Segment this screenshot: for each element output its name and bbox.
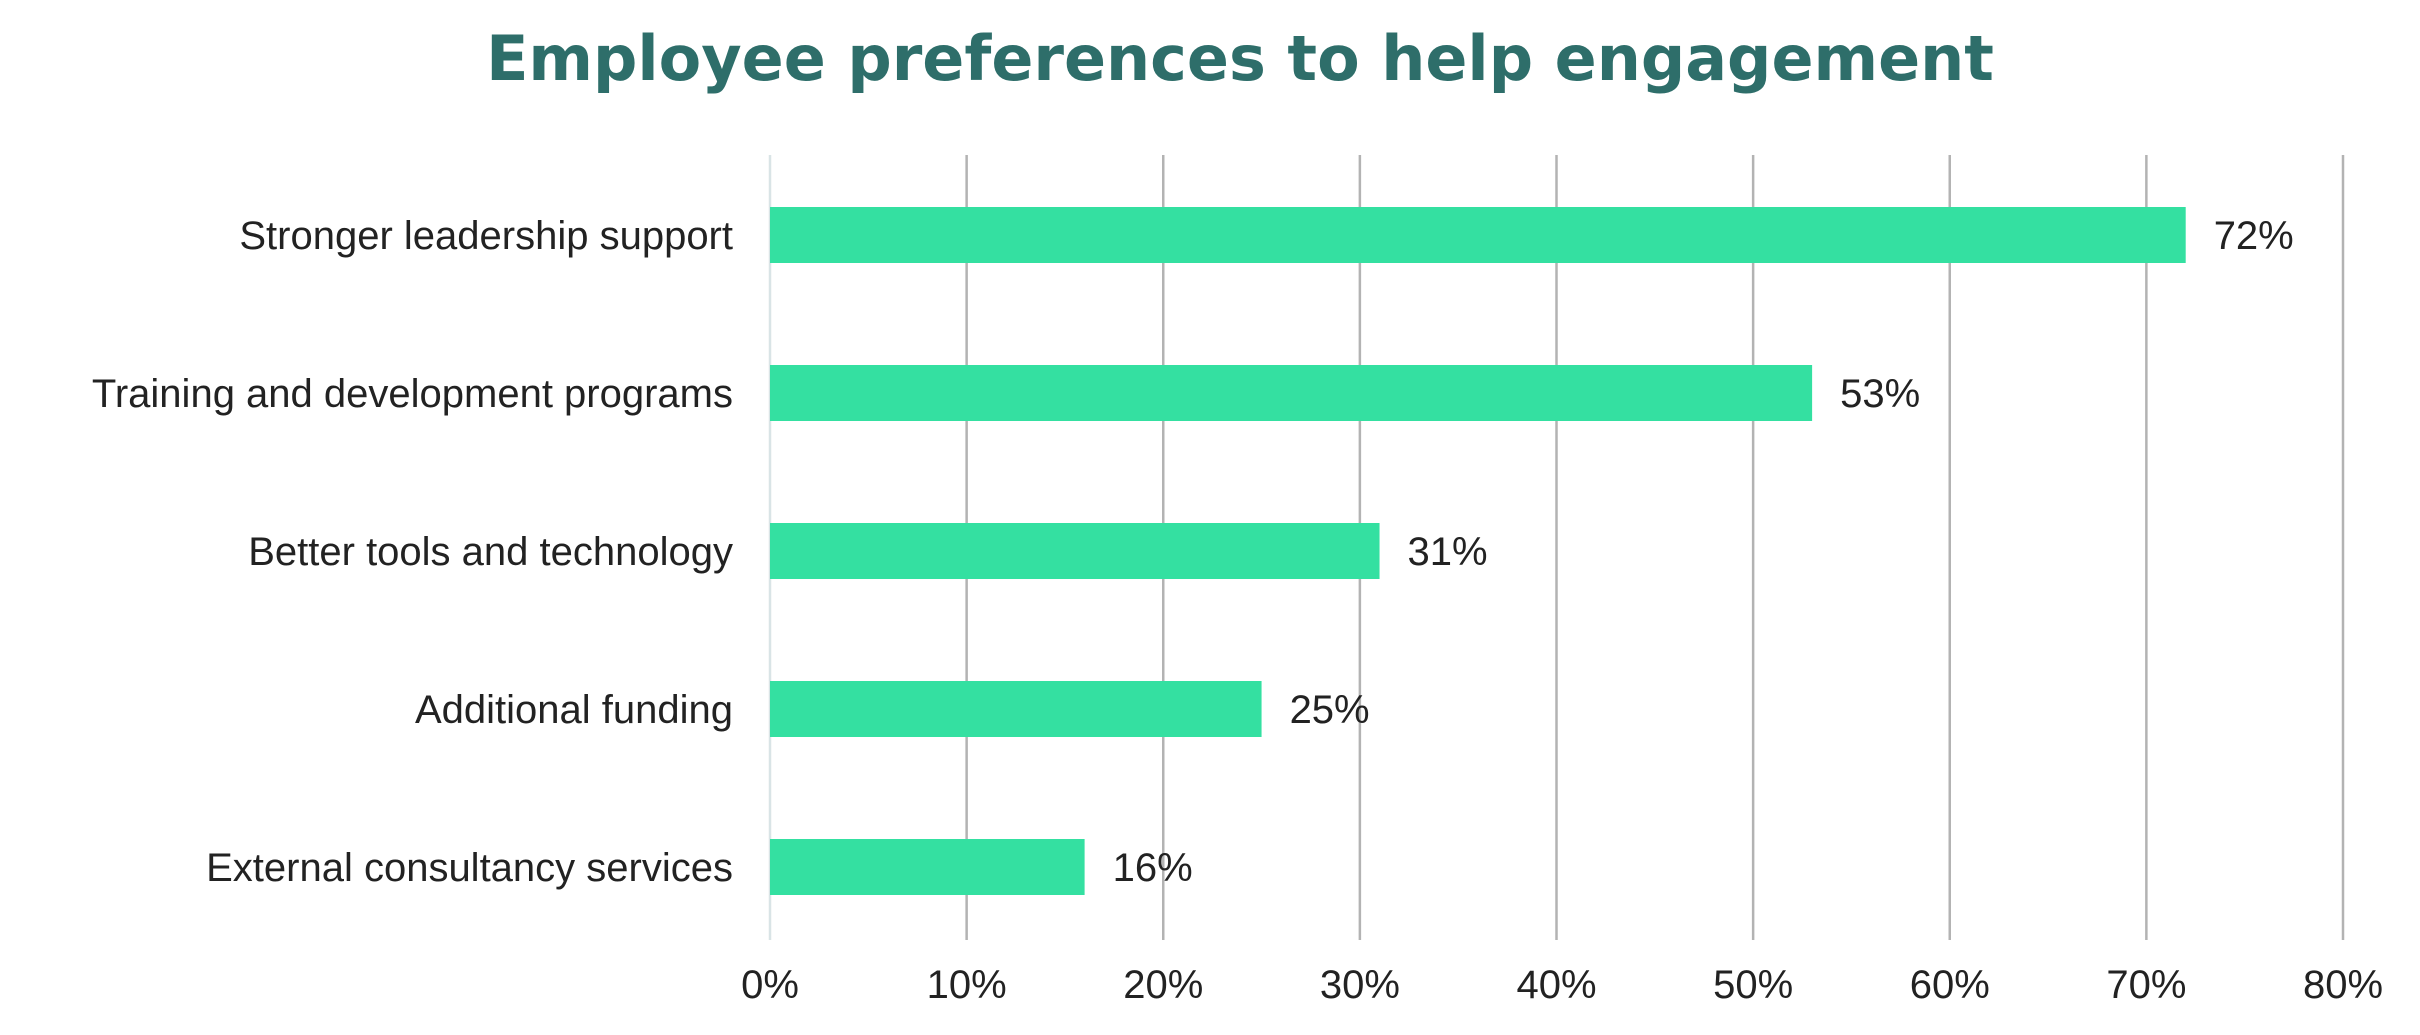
category-label: Training and development programs <box>92 372 733 416</box>
bars <box>770 207 2186 895</box>
bar <box>770 839 1085 895</box>
x-tick-label: 0% <box>741 963 799 1007</box>
category-label: Better tools and technology <box>248 530 733 574</box>
bar <box>770 365 1813 421</box>
x-tick-label: 40% <box>1516 963 1596 1007</box>
bar <box>770 681 1262 737</box>
data-labels: 72% 53% 31% 25% 16% <box>1113 214 2294 890</box>
bar <box>770 523 1380 579</box>
chart-title: Employee preferences to help engagement <box>486 22 1994 95</box>
category-label: External consultancy services <box>206 846 733 890</box>
bar <box>770 207 2186 263</box>
data-label: 16% <box>1113 846 1193 890</box>
grid-lines <box>768 155 2345 940</box>
x-tick-label: 80% <box>2303 963 2383 1007</box>
category-label: Additional funding <box>415 688 733 732</box>
category-labels: Stronger leadership support Training and … <box>92 214 733 890</box>
x-tick-label: 60% <box>1910 963 1990 1007</box>
data-label: 72% <box>2214 214 2294 258</box>
x-tick-label: 30% <box>1320 963 1400 1007</box>
category-label: Stronger leadership support <box>239 214 733 258</box>
data-label: 25% <box>1290 688 1370 732</box>
data-label: 31% <box>1408 530 1488 574</box>
x-tick-label: 20% <box>1123 963 1203 1007</box>
x-axis-tick-labels: 0% 10% 20% 30% 40% 50% 60% 70% 80% <box>741 963 2383 1007</box>
data-label: 53% <box>1840 372 1920 416</box>
x-tick-label: 50% <box>1713 963 1793 1007</box>
x-tick-label: 70% <box>2106 963 2186 1007</box>
x-tick-label: 10% <box>927 963 1007 1007</box>
